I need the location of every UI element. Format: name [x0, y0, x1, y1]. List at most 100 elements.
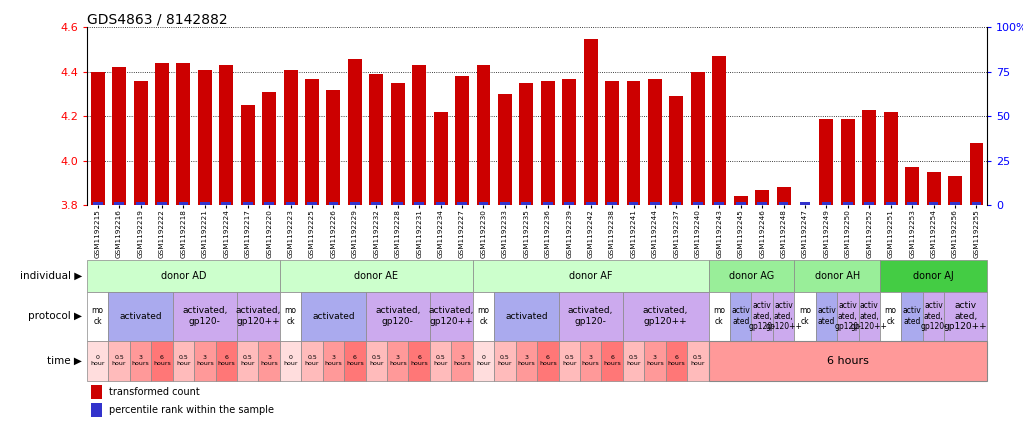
Bar	[602, 341, 623, 381]
Text: activ
ated,
gp120++: activ ated, gp120++	[851, 301, 888, 331]
Bar	[864, 202, 875, 205]
Bar	[365, 341, 387, 381]
Bar	[516, 341, 537, 381]
Text: 6
hours: 6 hours	[410, 355, 428, 366]
Bar	[733, 196, 748, 205]
Text: activ
ated: activ ated	[817, 307, 836, 326]
Text: 6
hours: 6 hours	[218, 355, 235, 366]
Text: activated,
gp120-: activated, gp120-	[568, 307, 614, 326]
Text: 0.5
hour: 0.5 hour	[691, 355, 705, 366]
Bar	[302, 292, 365, 341]
Bar	[305, 79, 319, 205]
Text: protocol ▶: protocol ▶	[28, 311, 82, 321]
Bar	[498, 94, 512, 205]
Text: 0.5
hour: 0.5 hour	[562, 355, 577, 366]
Bar	[93, 202, 102, 205]
Bar	[87, 341, 108, 381]
Bar	[644, 341, 666, 381]
Text: GDS4863 / 8142882: GDS4863 / 8142882	[87, 12, 227, 26]
Bar	[87, 292, 108, 341]
Bar	[736, 202, 746, 205]
Bar	[326, 90, 341, 205]
Bar	[455, 76, 469, 205]
Bar	[772, 292, 794, 341]
Bar	[344, 341, 365, 381]
Bar	[158, 202, 167, 205]
Text: 0
hour: 0 hour	[90, 355, 105, 366]
Bar	[264, 202, 274, 205]
Text: mo
ck: mo ck	[885, 307, 897, 326]
Text: activated: activated	[312, 312, 355, 321]
Bar	[972, 202, 981, 205]
Bar	[623, 292, 709, 341]
Text: activ
ated,
gp120++: activ ated, gp120++	[944, 301, 987, 331]
Bar	[841, 118, 855, 205]
Bar	[691, 72, 705, 205]
Bar	[948, 176, 962, 205]
Bar	[414, 202, 425, 205]
Bar	[473, 292, 494, 341]
Text: 0.5
hour: 0.5 hour	[626, 355, 640, 366]
Bar	[473, 260, 709, 292]
Bar	[280, 292, 302, 341]
Bar	[944, 292, 987, 341]
Bar	[328, 202, 339, 205]
Bar	[626, 81, 640, 205]
Bar	[671, 202, 681, 205]
Text: activated,
gp120-: activated, gp120-	[182, 307, 227, 326]
Text: mo
ck: mo ck	[284, 307, 297, 326]
Bar	[709, 292, 730, 341]
Text: 0.5
hour: 0.5 hour	[305, 355, 319, 366]
Bar	[176, 63, 190, 205]
Bar	[434, 112, 448, 205]
Text: 3
hours: 3 hours	[518, 355, 535, 366]
Bar	[113, 68, 126, 205]
Text: 6
hours: 6 hours	[346, 355, 364, 366]
Bar	[259, 341, 280, 381]
Bar	[91, 385, 102, 399]
Bar	[880, 260, 987, 292]
Bar	[500, 202, 509, 205]
Bar	[173, 292, 237, 341]
Text: activ
ated,
gp120-: activ ated, gp120-	[920, 301, 947, 331]
Bar	[712, 56, 726, 205]
Bar	[886, 202, 895, 205]
Bar	[648, 79, 662, 205]
Bar	[950, 202, 960, 205]
Text: donor AJ: donor AJ	[914, 271, 954, 281]
Bar	[584, 38, 597, 205]
Bar	[283, 70, 298, 205]
Bar	[194, 341, 216, 381]
Text: 6
hours: 6 hours	[153, 355, 171, 366]
Text: donor AD: donor AD	[161, 271, 207, 281]
Text: 3
hours: 3 hours	[389, 355, 406, 366]
Text: 0
hour: 0 hour	[477, 355, 491, 366]
Bar	[477, 65, 490, 205]
Bar	[522, 202, 531, 205]
Text: activ
ated: activ ated	[903, 307, 922, 326]
Bar	[479, 202, 488, 205]
Bar	[365, 292, 430, 341]
Bar	[884, 112, 898, 205]
Bar	[348, 58, 362, 205]
Bar	[669, 96, 683, 205]
Bar	[237, 292, 280, 341]
Bar	[923, 292, 944, 341]
Bar	[221, 202, 231, 205]
Text: donor AH: donor AH	[814, 271, 859, 281]
Bar	[559, 292, 623, 341]
Text: 6
hours: 6 hours	[668, 355, 685, 366]
Bar	[130, 341, 151, 381]
Text: 3
hours: 3 hours	[132, 355, 149, 366]
Text: donor AG: donor AG	[728, 271, 774, 281]
Text: mo
ck: mo ck	[478, 307, 489, 326]
Text: 0.5
hour: 0.5 hour	[497, 355, 513, 366]
Bar	[757, 202, 767, 205]
Bar	[371, 202, 382, 205]
Text: 3
hours: 3 hours	[324, 355, 343, 366]
Bar	[197, 70, 212, 205]
Text: 3
hours: 3 hours	[260, 355, 278, 366]
Bar	[586, 202, 595, 205]
Bar	[907, 202, 917, 205]
Bar	[687, 341, 709, 381]
